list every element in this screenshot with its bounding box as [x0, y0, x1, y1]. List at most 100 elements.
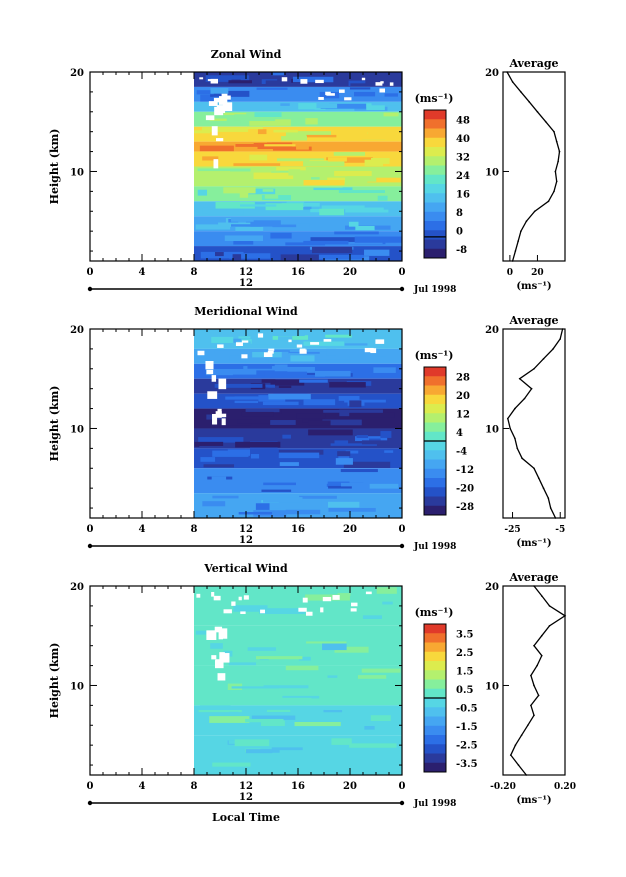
heatmap-patch: [199, 445, 245, 449]
heatmap-patch: [200, 457, 216, 462]
data-gap: [221, 418, 226, 426]
colorbar-segment: [424, 624, 446, 634]
heatmap-patch: [367, 128, 397, 136]
heatmap-patch: [357, 675, 387, 679]
data-gap: [218, 96, 228, 105]
heatmap-patch: [233, 605, 268, 612]
profile-point: [520, 734, 523, 737]
heatmap-patch: [268, 393, 311, 400]
heatmap-patch: [282, 434, 291, 439]
heatmap-patch: [270, 232, 292, 239]
profile-point: [506, 71, 508, 73]
heatmap-patch: [247, 593, 258, 598]
colorbar-label: 1.5: [456, 666, 473, 677]
profile-point: [559, 338, 562, 340]
profile-point: [553, 190, 555, 193]
heatmap-patch: [334, 170, 372, 177]
heatmap-patch: [231, 217, 254, 222]
heatmap-patch: [328, 501, 360, 508]
heatmap-patch: [228, 662, 257, 666]
heatmap-patch: [198, 437, 244, 443]
heatmap-patch: [299, 379, 328, 383]
heatmap-patch: [211, 127, 232, 131]
heatmap-patch: [272, 72, 285, 76]
x-tick-label: 0: [87, 267, 94, 278]
colorbar-segment: [424, 707, 446, 717]
heatmap-patch: [320, 103, 367, 109]
panel-3: Vertical Wind 0 4 8 12 16 20 0 20 10 Height (km) 12…: [48, 562, 576, 824]
date-bar-end: [87, 286, 93, 292]
heatmap-patch: [197, 189, 208, 196]
heatmap-patch: [346, 119, 358, 124]
heatmap-patch: [376, 587, 397, 594]
heatmap-patch: [252, 371, 275, 376]
heatmap-patch: [261, 720, 285, 727]
data-gap: [299, 349, 307, 354]
profile-x-label: (ms⁻¹): [516, 281, 551, 292]
colorbar-label: 3.5: [456, 629, 473, 640]
data-gap: [350, 608, 357, 612]
heatmap-patch: [349, 87, 371, 90]
heatmap-patch: [326, 348, 337, 356]
x-tick-label: 4: [139, 267, 146, 278]
heatmap-patch: [259, 608, 306, 615]
heatmap-patch: [343, 461, 391, 468]
profile-point: [555, 180, 558, 183]
colorbar-label: 0.5: [456, 685, 473, 696]
profile-point: [517, 240, 519, 242]
data-gap: [288, 339, 292, 343]
heatmap-patch: [254, 710, 301, 714]
heatmap-patch: [382, 601, 393, 605]
heatmap-patch: [285, 665, 319, 671]
heatmap-patch: [329, 382, 366, 388]
heatmap-patch: [334, 440, 349, 445]
heatmap-patch: [330, 443, 377, 446]
data-gap: [240, 611, 246, 615]
heatmap-patch: [231, 224, 262, 227]
data-gap: [305, 611, 313, 616]
heatmap-patch: [265, 80, 290, 85]
heatmap-patch: [328, 485, 352, 489]
heatmap-patch: [278, 336, 293, 341]
heatmap-patch: [310, 209, 322, 213]
profile-frame: [502, 328, 566, 519]
data-gap: [260, 609, 265, 614]
y-tick-label: 20: [70, 325, 84, 336]
panel-title: Vertical Wind: [203, 562, 288, 575]
heatmap-patch: [281, 136, 307, 141]
colorbar-segment: [424, 688, 446, 699]
heatmap-patch: [263, 685, 309, 689]
data-gap: [322, 596, 332, 602]
heatmap-patch: [245, 718, 284, 723]
heatmap-patch: [257, 129, 267, 135]
data-gap: [243, 595, 249, 600]
data-gap: [315, 79, 324, 84]
heatmap-patch: [231, 686, 279, 689]
data-gap: [361, 77, 366, 81]
heatmap-patch: [280, 103, 290, 106]
x-tick-label: 20: [343, 267, 357, 278]
x-axis-label: Local Time: [212, 811, 280, 824]
profile-point: [521, 457, 523, 460]
y-axis-label: Height (km): [48, 643, 61, 719]
heatmap-patch: [261, 379, 276, 383]
heatmap-patch: [283, 223, 310, 227]
heatmap-patch: [253, 172, 294, 180]
y-tick-label: 20: [70, 582, 84, 593]
heatmap-patch: [282, 695, 320, 699]
heatmap-patch: [356, 435, 369, 439]
heatmap-patch: [239, 192, 249, 198]
data-gap: [231, 601, 236, 606]
heatmap-patch: [325, 119, 347, 126]
heatmap-patch: [277, 107, 286, 112]
colorbar-segment: [424, 744, 446, 754]
date-bar-end: [399, 800, 405, 806]
heatmap-patch: [322, 419, 362, 426]
heatmap-patch: [231, 634, 249, 641]
colorbar-label: -0.5: [456, 703, 478, 714]
heatmap-patch: [320, 190, 361, 197]
profile-x-tick-label: 0.20: [554, 782, 576, 792]
heatmap-patch: [313, 187, 347, 191]
heatmap-patch: [229, 711, 239, 715]
